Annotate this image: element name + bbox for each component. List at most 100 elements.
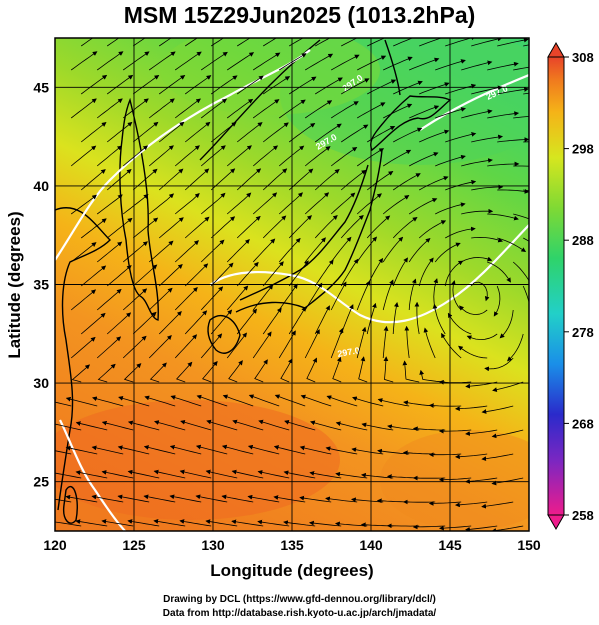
streamline-arrow [278,53,307,71]
streamline-arrow [226,52,255,71]
streamline-arrow [236,215,261,239]
streamline-arrow [283,470,316,479]
streamline-arrow [101,470,134,479]
streamline-arrow [383,56,413,71]
streamline-arrow [158,263,183,287]
streamline-arrow [106,121,133,143]
streamline-arrow [132,74,160,95]
streamline-arrow [257,519,290,527]
streamline-arrow [122,288,148,311]
streamline-arrow [174,240,199,263]
streamline-arrow [309,471,342,479]
streamline-arrow [70,242,97,263]
streamline-arrow [497,87,529,95]
streamline-arrow [101,519,134,527]
streamline-arrow [434,242,461,263]
korea-coast [119,97,159,321]
streamline-arrow [444,260,464,287]
streamline-arrow [428,403,462,408]
streamline-arrow [148,98,175,119]
streamline-arrow [200,286,224,311]
streamline-arrow [304,100,333,119]
streamline-arrow [174,334,198,359]
streamline-arrow [231,519,264,527]
streamline-arrow [366,126,396,143]
streamline-arrow [330,327,344,359]
streamline-arrow [438,428,472,434]
streamline-arrow [409,57,440,71]
lat-lon-grid [55,38,529,531]
streamline-arrow [288,76,317,95]
streamline-arrow [184,263,209,287]
streamline-arrow [455,453,488,460]
streamline-arrow [451,280,462,311]
streamline-arrow [92,396,124,407]
streamline-arrow [122,145,149,167]
streamline-arrow [221,494,254,503]
streamline-arrow [148,145,174,167]
streamline-arrow [96,241,123,263]
colorbar-min-arrow [547,514,565,531]
streamline-arrow [132,168,158,191]
streamline-arrow [184,38,198,47]
streamline-arrow [393,127,423,143]
streamline-arrow [326,395,358,407]
streamline-arrow [273,495,306,503]
streamline-arrow [262,168,288,191]
streamline-arrow [423,327,436,359]
streamline-arrow [487,261,511,283]
streamline-arrow [299,445,332,455]
streamline-arrow [447,312,472,335]
streamline-arrow [70,289,97,311]
streamline-arrow [471,184,504,191]
streamline-arrow [262,261,284,287]
streamline-arrow [288,168,314,191]
streamline-arrow [367,79,397,95]
streamline-arrow [80,122,107,143]
streamline-arrow [153,519,186,527]
streamline-arrow [497,188,529,194]
streamline-arrow [200,239,225,263]
streamline-arrow [340,124,369,143]
streamline-arrow [158,75,186,95]
streamline-arrow [96,194,123,215]
latitude-tick-label: 45 [33,79,49,95]
streamline-arrow [461,208,494,215]
streamline-arrow [210,168,236,191]
streamline-arrow [481,501,514,509]
streamline-arrow [70,336,96,359]
streamline-arrow [132,264,158,287]
streamline-arrow [75,421,108,431]
streamline-arrow [202,360,218,383]
streamline-arrow [180,419,212,431]
colorbar: 308 298 288 278 268 258 [547,41,594,531]
streamline-arrow [65,445,98,455]
streamline-arrow [184,75,212,95]
streamline-arrow [96,288,122,311]
streamline-arrow [383,103,413,119]
streamline-arrow [330,146,358,167]
streamline-arrow [71,364,90,383]
streamline-arrow [274,394,306,407]
streamline-arrow [409,152,439,167]
colorbar-scale [547,56,565,516]
streamline-arrow [278,330,296,359]
streamline-arrow [314,77,343,95]
streamline-arrow [300,394,332,407]
streamline-arrow [458,345,488,359]
streamline-arrow [330,236,352,263]
streamline-arrow [358,356,368,383]
streamline-arrow [65,494,98,503]
streamline-arrow [418,220,447,239]
y-axis-label: Latitude (degrees) [5,211,24,358]
streamline-arrow [414,301,420,335]
streamline-arrow [132,121,159,143]
streamline-arrow [96,145,123,167]
streamline-arrow [122,241,148,263]
streamline-arrow [127,519,160,527]
streamline-arrow [487,161,520,167]
streamline-arrow [461,158,493,167]
streamline-arrow [393,38,414,47]
streamline-arrow [340,169,367,191]
colorbar-tick-label: 298 [572,142,594,157]
